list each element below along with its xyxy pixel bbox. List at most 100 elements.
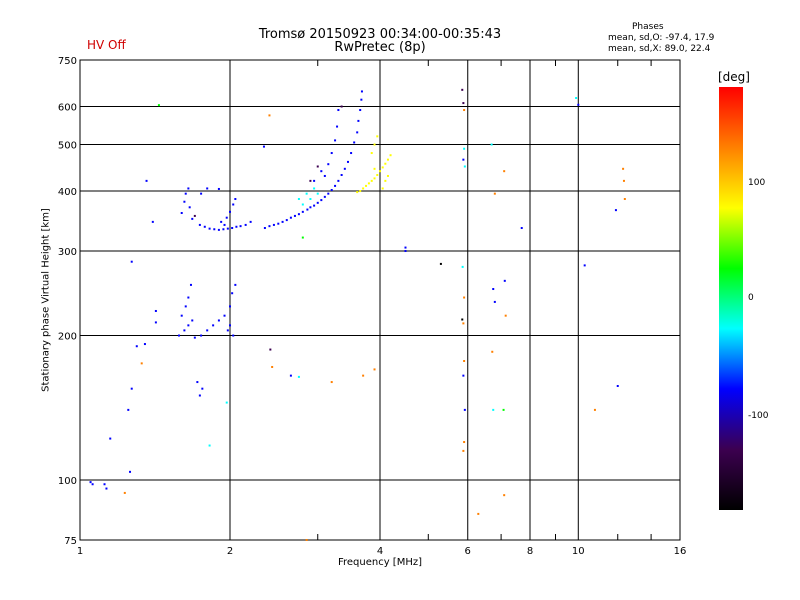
- data-point: [365, 184, 368, 187]
- data-point: [323, 174, 326, 177]
- data-point: [404, 246, 407, 249]
- data-point: [203, 225, 206, 228]
- data-point: [220, 220, 223, 223]
- data-point: [356, 131, 359, 134]
- data-point: [177, 334, 180, 337]
- x-tick-label: 10: [572, 546, 585, 557]
- data-point: [404, 250, 407, 253]
- data-point: [208, 227, 211, 230]
- colorbar-tick-label: 0: [748, 293, 754, 303]
- data-point: [188, 206, 191, 209]
- data-point: [320, 199, 323, 202]
- data-point: [206, 187, 209, 190]
- data-point: [492, 288, 495, 291]
- data-point: [183, 200, 186, 203]
- data-point: [593, 408, 596, 411]
- data-point: [462, 449, 465, 452]
- data-point: [184, 305, 187, 308]
- data-point: [231, 292, 234, 295]
- data-point: [200, 334, 203, 337]
- data-point: [359, 190, 362, 193]
- data-point: [357, 119, 360, 122]
- data-point: [244, 223, 247, 226]
- data-point: [463, 408, 466, 411]
- data-point: [623, 198, 626, 201]
- data-point: [271, 365, 274, 368]
- data-point: [281, 220, 284, 223]
- data-point: [373, 143, 376, 146]
- data-point: [103, 483, 106, 486]
- colorbar-tick-label: -100: [748, 411, 769, 421]
- data-point: [223, 314, 226, 317]
- data-point: [127, 408, 130, 411]
- data-point: [226, 227, 229, 230]
- data-point: [289, 374, 292, 377]
- data-point: [305, 192, 308, 195]
- data-point: [235, 225, 238, 228]
- data-point: [200, 192, 203, 195]
- data-point: [234, 283, 237, 286]
- data-point: [520, 227, 523, 230]
- hv-status-label: HV Off: [87, 38, 126, 52]
- x-axis-label: Frequency [MHz]: [337, 557, 423, 568]
- data-point: [140, 362, 143, 365]
- data-point: [503, 170, 506, 173]
- data-point: [463, 441, 466, 444]
- data-point: [461, 88, 464, 91]
- data-point: [313, 204, 316, 207]
- data-point: [206, 329, 209, 332]
- data-point: [305, 539, 308, 541]
- data-point: [208, 444, 211, 447]
- data-point: [123, 491, 126, 494]
- data-point: [268, 114, 271, 117]
- data-point: [180, 314, 183, 317]
- data-point: [461, 265, 464, 268]
- data-point: [386, 158, 389, 161]
- data-point: [234, 198, 237, 201]
- data-point: [269, 348, 272, 351]
- data-point: [463, 109, 466, 112]
- data-point: [229, 210, 231, 213]
- data-point: [130, 387, 133, 390]
- data-point: [462, 322, 465, 325]
- data-point: [503, 279, 506, 282]
- data-point: [503, 494, 506, 497]
- y-tick-label: 300: [58, 247, 77, 258]
- data-point: [381, 166, 384, 169]
- data-point: [151, 220, 154, 223]
- data-point: [337, 109, 340, 112]
- colorbar-tick-label: 100: [748, 178, 766, 188]
- data-point: [477, 512, 480, 515]
- data-point: [213, 228, 216, 231]
- data-point: [316, 192, 319, 195]
- data-point: [232, 203, 235, 206]
- data-point: [193, 214, 196, 217]
- data-point: [463, 147, 466, 150]
- phases-label: Phases: [632, 22, 664, 32]
- data-point: [330, 381, 333, 384]
- data-point: [359, 109, 362, 112]
- data-point: [285, 219, 288, 222]
- data-point: [379, 170, 381, 173]
- data-point: [577, 103, 580, 106]
- x-tick-label: 1: [77, 546, 83, 557]
- data-point: [198, 394, 201, 397]
- data-point: [105, 487, 108, 490]
- data-point: [183, 329, 186, 332]
- data-point: [493, 300, 496, 303]
- data-point: [231, 227, 234, 230]
- data-point: [370, 179, 373, 182]
- data-point: [463, 165, 466, 168]
- data-point: [239, 225, 242, 228]
- data-point: [309, 198, 312, 201]
- data-point: [384, 179, 387, 182]
- data-point: [293, 214, 296, 217]
- data-point: [277, 222, 280, 225]
- chart-subtitle: RwPretec (8p): [334, 40, 426, 55]
- data-point: [334, 139, 337, 142]
- x-tick-label: 6: [465, 546, 471, 557]
- data-point: [502, 408, 505, 411]
- data-point: [301, 203, 304, 206]
- data-point: [360, 98, 363, 101]
